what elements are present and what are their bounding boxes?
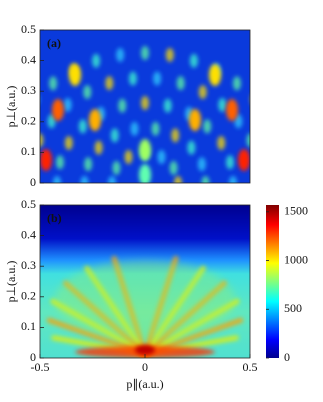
texture	[217, 136, 226, 150]
y-tick-label: 0.1	[21, 144, 36, 158]
texture	[92, 53, 101, 68]
texture	[171, 128, 180, 143]
texture	[83, 85, 92, 100]
texture	[0, 153, 8, 167]
texture	[55, 260, 235, 340]
texture	[130, 121, 139, 136]
texture	[53, 176, 61, 183]
texture	[174, 176, 182, 183]
texture	[187, 140, 196, 155]
colorbar-tick-label: 1000	[284, 252, 308, 266]
texture	[189, 109, 201, 131]
axes-frame	[39, 29, 251, 184]
texture	[64, 136, 73, 150]
texture	[52, 99, 64, 121]
texture	[226, 155, 235, 170]
texture	[251, 92, 259, 106]
texture	[141, 46, 149, 60]
x-tick-label: 0	[142, 360, 148, 374]
x-axis-label: p∥(a.u.)	[126, 377, 163, 391]
texture	[139, 164, 151, 183]
texture	[63, 97, 72, 112]
heatmap-a	[0, 30, 292, 190]
panel-label: (b)	[47, 211, 62, 225]
texture	[153, 71, 162, 86]
texture	[108, 176, 116, 183]
texture	[198, 85, 207, 100]
y-tick-label: 0.2	[21, 114, 36, 128]
texture	[157, 150, 166, 165]
y-tick-label: 0.3	[21, 83, 36, 97]
y-axis-label: p⊥(a.u.)	[4, 261, 18, 303]
texture	[139, 139, 151, 161]
colorbar	[266, 205, 279, 358]
colorbar-tick-label: 500	[284, 301, 302, 315]
texture	[197, 157, 206, 172]
texture	[112, 161, 121, 175]
texture	[84, 157, 93, 172]
texture	[69, 64, 81, 86]
texture	[169, 161, 178, 175]
texture	[254, 154, 262, 168]
colorbar-tick-label: 0	[284, 350, 290, 364]
texture	[218, 97, 227, 112]
y-tick-label: 0.2	[21, 289, 36, 303]
texture	[265, 111, 273, 125]
texture	[110, 128, 119, 143]
texture	[238, 149, 250, 171]
texture	[40, 133, 44, 148]
texture	[246, 133, 250, 148]
texture	[40, 149, 52, 171]
texture	[257, 176, 265, 190]
texture	[284, 176, 292, 190]
y-axis-label: p⊥(a.u.)	[4, 86, 18, 128]
heatmap-b	[40, 205, 250, 358]
y-tick-label: 0	[30, 175, 36, 189]
x-tick-label: 0.5	[243, 360, 258, 374]
texture	[118, 98, 127, 113]
texture	[203, 119, 212, 134]
y-tick-label: 0.3	[21, 258, 36, 272]
texture	[232, 76, 241, 91]
y-tick-label: 0.4	[21, 52, 36, 66]
texture	[229, 176, 237, 183]
y-tick-label: 0.5	[21, 22, 36, 36]
texture	[163, 98, 172, 113]
colorbar-tick-label: 1500	[284, 204, 308, 218]
texture	[89, 109, 101, 131]
texture	[176, 76, 185, 91]
texture	[94, 140, 103, 155]
texture	[282, 153, 290, 167]
texture	[234, 114, 243, 129]
texture	[47, 114, 56, 129]
texture	[7, 132, 15, 146]
texture	[49, 76, 58, 91]
panel-label: (a)	[47, 36, 61, 50]
texture	[135, 345, 155, 355]
texture	[226, 99, 238, 121]
texture	[55, 155, 64, 170]
texture	[80, 176, 89, 183]
y-tick-label: 0.5	[21, 197, 36, 211]
texture	[124, 150, 133, 165]
texture	[165, 47, 174, 62]
x-tick-label: -0.5	[31, 360, 50, 374]
texture	[0, 176, 6, 190]
y-tick-label: 0	[30, 350, 36, 364]
texture	[209, 64, 221, 86]
texture	[275, 132, 283, 146]
y-tick-label: 0.4	[21, 227, 36, 241]
texture	[105, 76, 114, 91]
texture	[201, 176, 210, 183]
texture	[78, 119, 87, 134]
texture	[116, 47, 125, 62]
texture	[151, 121, 160, 136]
texture	[128, 71, 137, 86]
texture	[189, 53, 198, 68]
y-tick-label: 0.1	[21, 319, 36, 333]
texture	[141, 96, 149, 110]
